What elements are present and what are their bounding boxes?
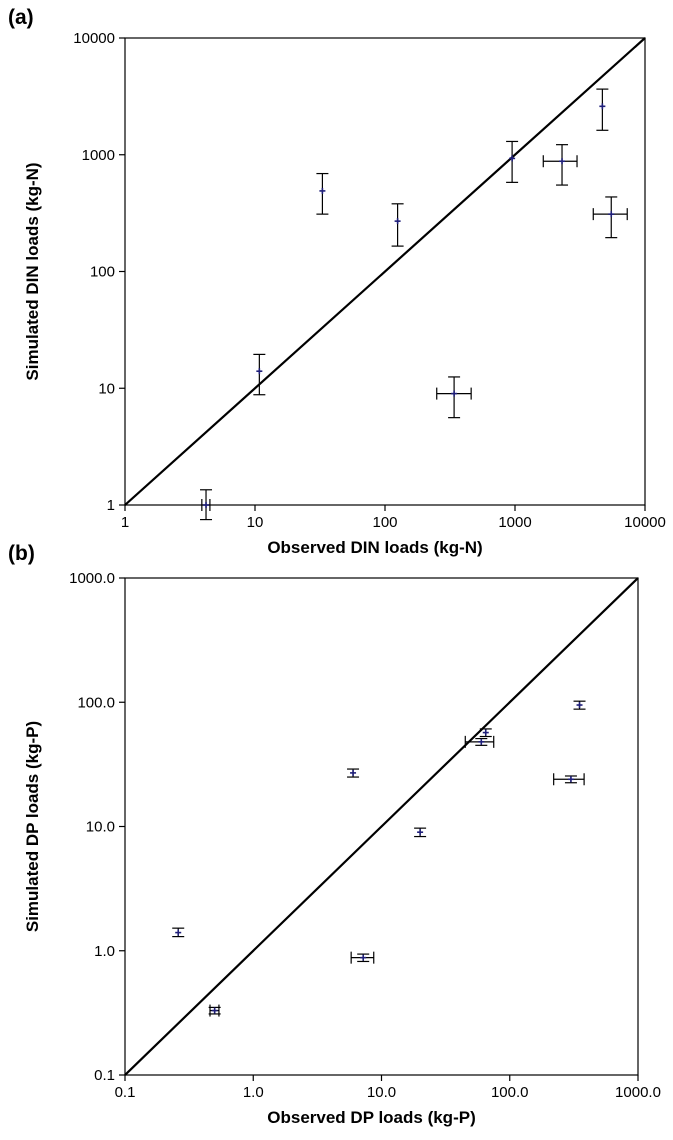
data-point — [479, 728, 492, 738]
data-point — [253, 353, 266, 396]
x-tick-label: 10000 — [624, 514, 666, 531]
data-point — [414, 827, 427, 838]
y-tick-label: 100 — [90, 264, 115, 281]
x-tick-label: 0.1 — [115, 1084, 136, 1101]
data-point — [596, 88, 609, 131]
data-point — [542, 144, 578, 186]
data-point — [436, 376, 472, 419]
data-point — [208, 1004, 221, 1017]
y-tick-label: 1000 — [82, 147, 115, 164]
x-axis-title: Observed DIN loads (kg-N) — [267, 538, 482, 557]
x-tick-label: 100.0 — [491, 1084, 529, 1101]
x-tick-label: 10 — [247, 514, 264, 531]
y-axis-title: Simulated DIN loads (kg-N) — [23, 162, 42, 380]
data-point — [391, 203, 404, 247]
data-point — [200, 489, 213, 521]
data-point — [464, 735, 495, 748]
data-point — [172, 927, 185, 938]
data-point — [573, 700, 586, 710]
panel-label: (a) — [8, 6, 34, 29]
data-point — [316, 172, 329, 215]
y-tick-label: 0.1 — [94, 1067, 115, 1084]
data-point — [347, 768, 360, 778]
one-to-one-line — [124, 37, 646, 506]
y-tick-label: 1 — [107, 497, 115, 514]
data-point — [553, 773, 585, 786]
y-tick-label: 1.0 — [94, 943, 115, 960]
y-tick-label: 10.0 — [86, 819, 115, 836]
y-tick-label: 10000 — [73, 30, 115, 47]
panel-a-chart: (a) 1 10 100 1000 10000 1 10 100 1000 10000 Observe… — [8, 6, 666, 557]
y-tick-label: 10 — [98, 380, 115, 397]
x-tick-label: 1000 — [498, 514, 531, 531]
y-tick-label: 1000.0 — [69, 570, 115, 587]
data-point — [592, 196, 628, 239]
x-tick-label: 1.0 — [243, 1084, 264, 1101]
x-tick-label: 1 — [121, 514, 129, 531]
data-point — [350, 951, 375, 964]
y-axis-title: Simulated DP loads (kg-P) — [23, 721, 42, 932]
x-tick-label: 1000.0 — [615, 1084, 661, 1101]
y-tick-label: 100.0 — [77, 694, 115, 711]
panel-b-chart: (b) 0.1 1.0 10.0 100.0 1000.0 0.1 1.0 10.0 100.0 1… — [8, 542, 661, 1127]
x-axis-title: Observed DP loads (kg-P) — [267, 1108, 475, 1127]
x-tick-label: 10.0 — [367, 1084, 396, 1101]
x-tick-label: 100 — [372, 514, 397, 531]
one-to-one-line — [124, 577, 639, 1076]
panel-label: (b) — [8, 542, 35, 565]
data-point — [506, 140, 519, 183]
